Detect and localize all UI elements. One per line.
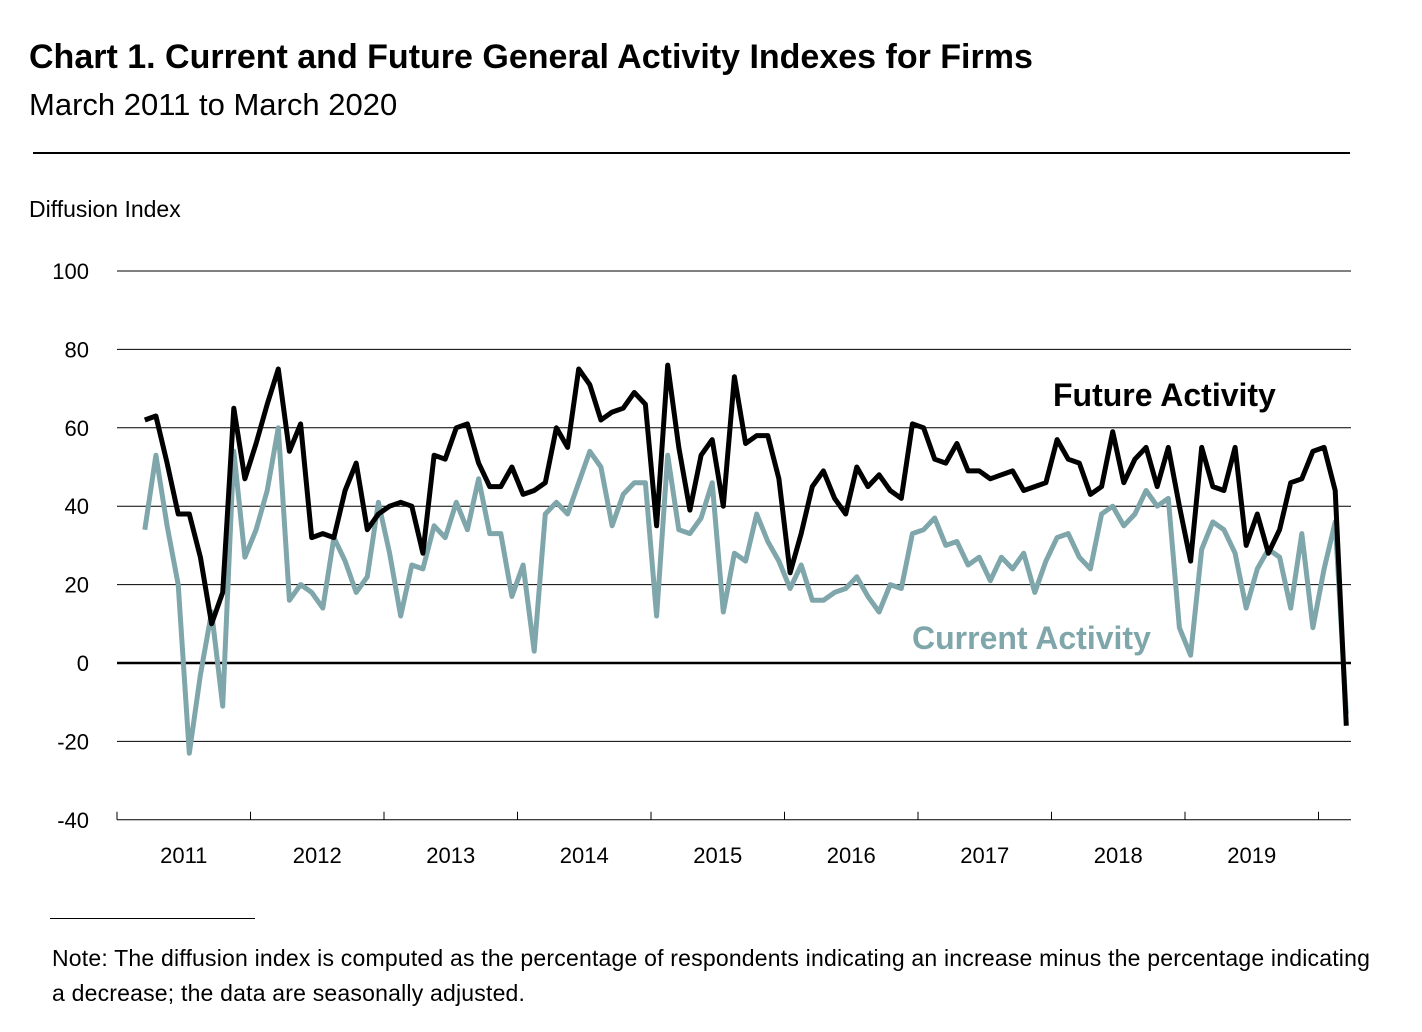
x-tick-label: 2018 bbox=[1094, 843, 1143, 868]
x-tick-label: 2011 bbox=[160, 843, 207, 868]
x-tick-label: 2017 bbox=[960, 843, 1009, 868]
y-tick-label: 0 bbox=[77, 651, 89, 676]
x-tick-label: 2012 bbox=[293, 843, 342, 868]
series-future-activity bbox=[143, 362, 1349, 726]
series-line bbox=[142, 425, 1349, 756]
footnote-divider bbox=[50, 918, 255, 919]
series-current-activity bbox=[142, 425, 1349, 756]
x-tick-label: 2015 bbox=[693, 843, 742, 868]
x-tick-label: 2019 bbox=[1227, 843, 1276, 868]
y-tick-label: -20 bbox=[57, 729, 89, 754]
x-tick-label: 2016 bbox=[827, 843, 876, 868]
chart-title: Chart 1. Current and Future General Acti… bbox=[29, 38, 1033, 76]
y-tick-label: 40 bbox=[65, 494, 89, 519]
legend-current-activity: Current Activity bbox=[912, 620, 1151, 656]
chart-subtitle: March 2011 to March 2020 bbox=[29, 87, 398, 122]
legend-future-activity: Future Activity bbox=[1053, 377, 1276, 413]
y-tick-label: 60 bbox=[65, 416, 89, 441]
title-divider bbox=[33, 152, 1350, 154]
y-tick-label: -40 bbox=[57, 808, 89, 833]
y-tick-label: 20 bbox=[65, 573, 89, 598]
y-tick-label: 100 bbox=[52, 259, 89, 284]
x-tick-label: 2014 bbox=[560, 843, 609, 868]
x-tick-label: 2013 bbox=[426, 843, 475, 868]
footnote: Note: The diffusion index is computed as… bbox=[52, 945, 1371, 1006]
y-tick-label: 80 bbox=[65, 337, 89, 362]
series-line bbox=[143, 362, 1349, 726]
y-axis-label: Diffusion Index bbox=[29, 196, 181, 222]
